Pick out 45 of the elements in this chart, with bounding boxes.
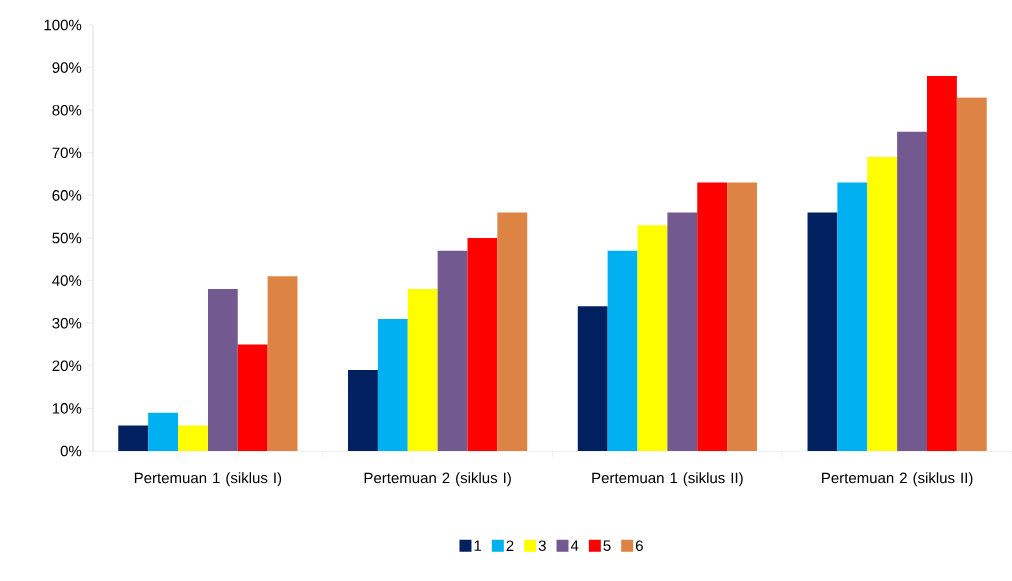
bar (697, 182, 728, 451)
legend-label: 1 (474, 540, 482, 551)
y-tick-label: 20% (52, 360, 82, 372)
bar (867, 157, 898, 451)
y-tick-label: 80% (52, 104, 82, 116)
bar (118, 425, 149, 451)
bar (377, 318, 408, 451)
x-tick-label: Pertemuan 1 (siklus I) (134, 472, 282, 487)
legend-label: 6 (635, 540, 643, 552)
y-tick-label: 100% (44, 19, 82, 31)
x-tick-label: Pertemuan 2 (siklus I) (364, 472, 511, 487)
bar (837, 182, 868, 451)
y-tick-label: 60% (52, 190, 82, 201)
bar (577, 306, 608, 451)
bar (148, 412, 178, 451)
bar (637, 225, 668, 451)
y-tick-label: 30% (52, 317, 82, 329)
y-tick-label: 10% (52, 403, 82, 414)
y-tick-label: 0% (60, 445, 82, 457)
bar (467, 238, 498, 451)
bar (437, 250, 468, 451)
y-tick-label: 40% (52, 275, 82, 286)
bar (727, 182, 757, 451)
x-tick-label: Pertemuan 1 (siklus II) (592, 472, 743, 487)
bar (807, 212, 838, 451)
bar (607, 250, 638, 451)
legend-label: 5 (603, 540, 611, 551)
bar (667, 212, 698, 451)
bar (178, 425, 208, 451)
bar (207, 289, 238, 451)
legend-label: 4 (570, 540, 579, 551)
legend-label: 2 (506, 540, 514, 551)
y-tick-label: 90% (52, 62, 82, 73)
bar (407, 289, 438, 451)
y-tick-label: 50% (52, 232, 82, 244)
bar (237, 344, 268, 451)
bar (897, 131, 927, 451)
legend-label: 3 (538, 540, 546, 552)
bar (956, 97, 987, 451)
y-tick-label: 70% (52, 147, 82, 159)
bar (497, 212, 528, 451)
bar (926, 76, 957, 451)
x-tick-label: Pertemuan 2 (siklus II) (822, 472, 973, 487)
bar (348, 370, 378, 451)
bar (267, 276, 298, 451)
